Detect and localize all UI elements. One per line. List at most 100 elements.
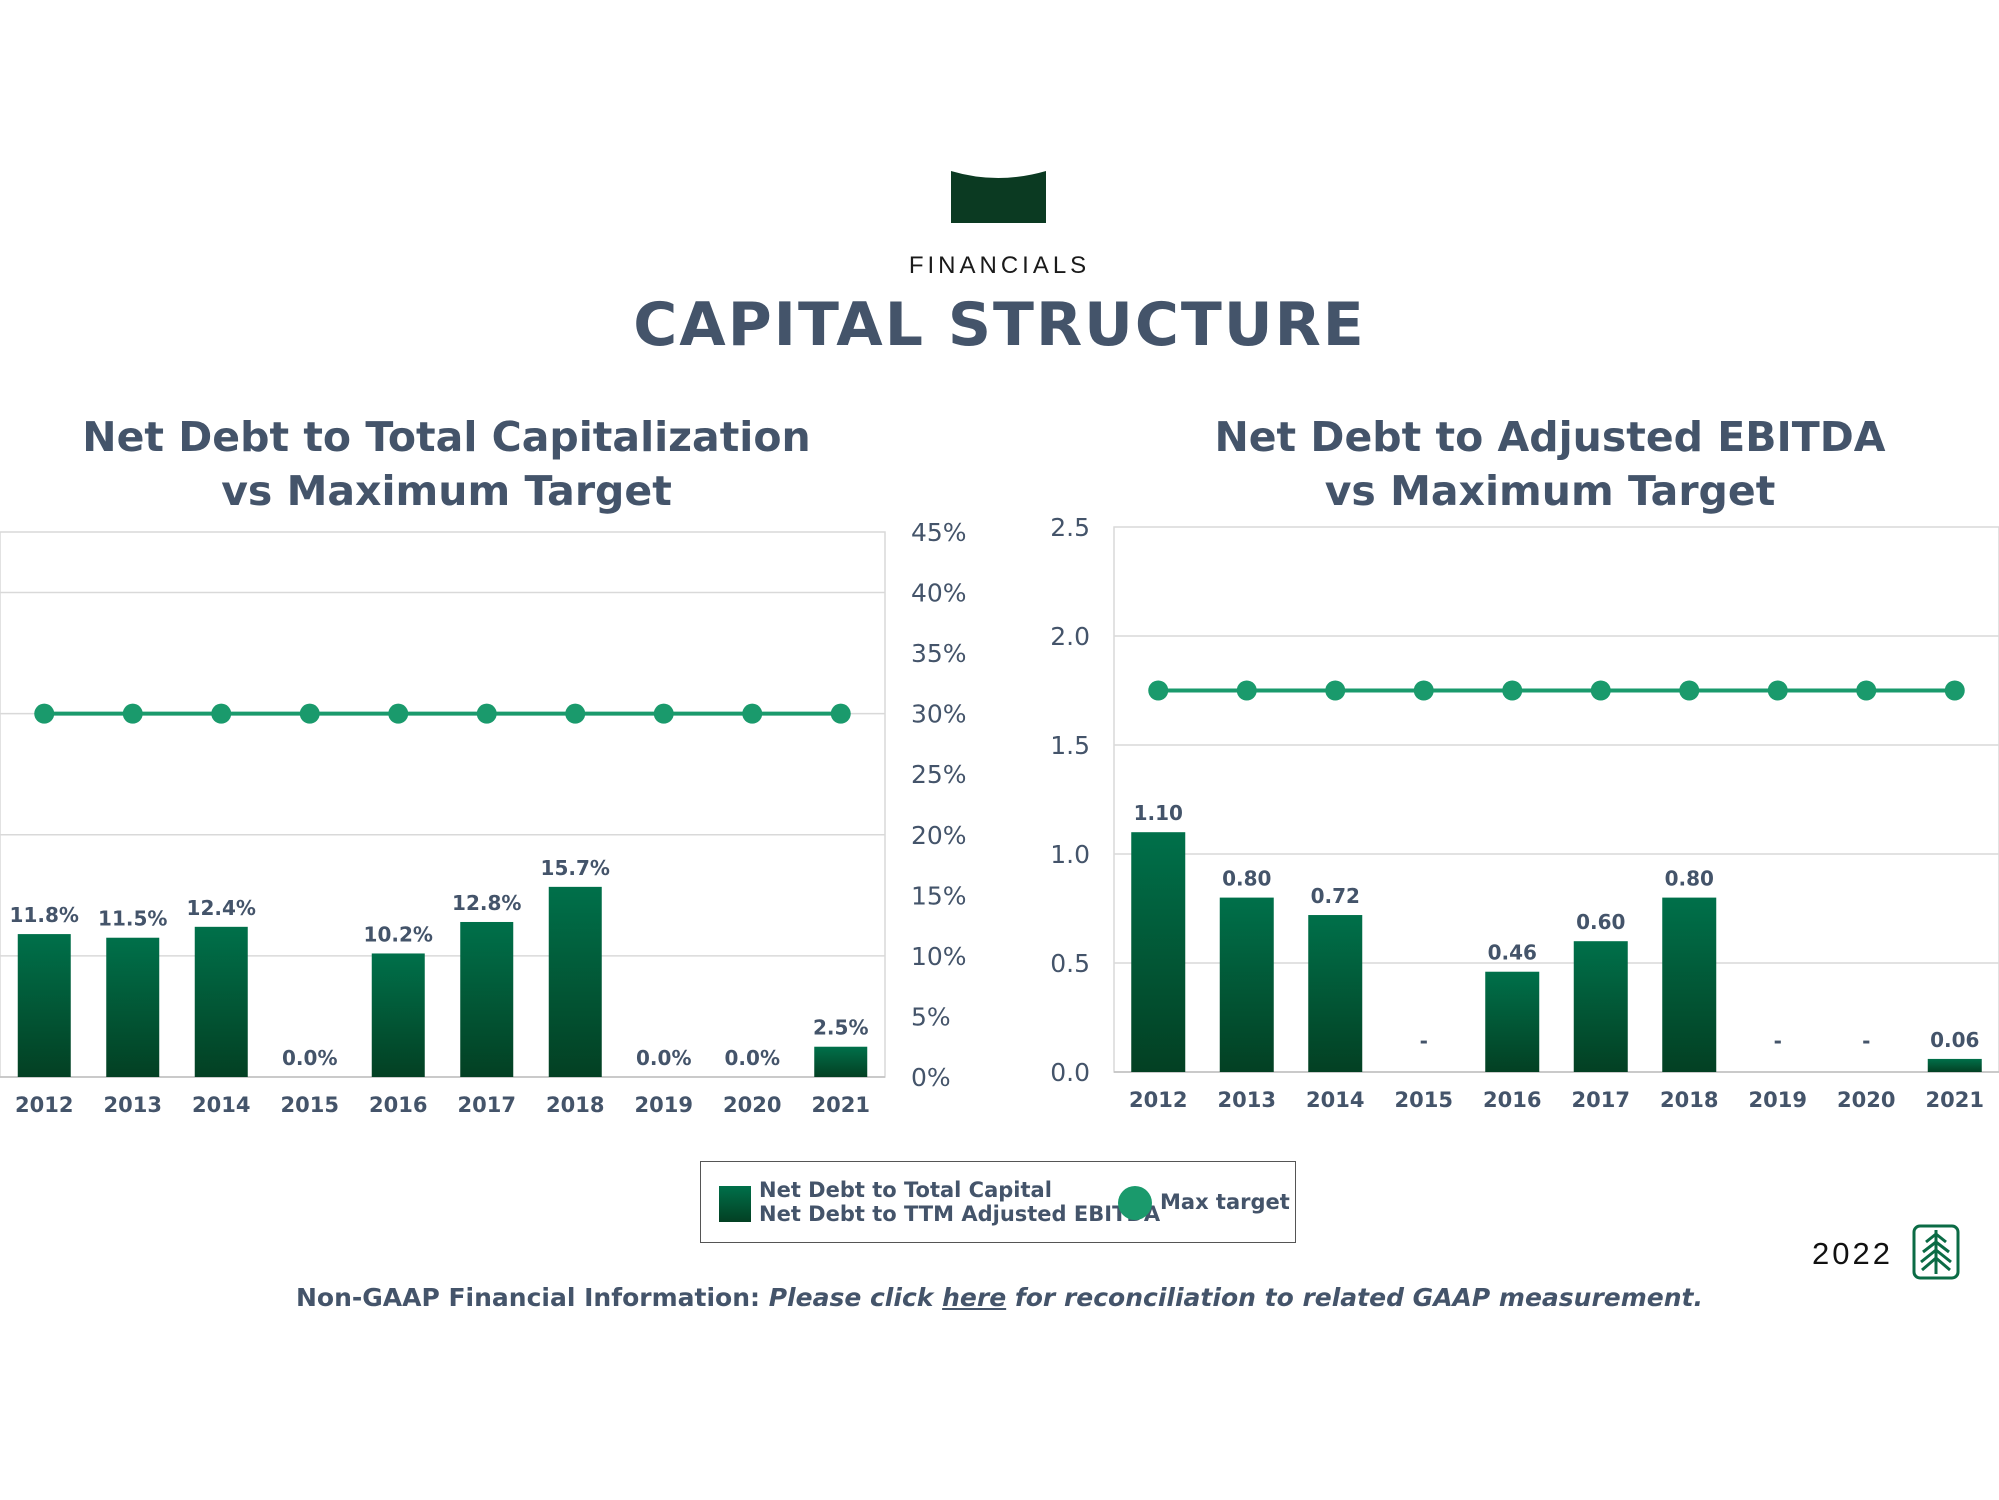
right-data-label-2020: - [1862,1029,1870,1053]
right-x-tick-label-2016: 2016 [1483,1088,1541,1112]
left-target-marker-2013 [122,703,143,724]
right-bar-2021 [1927,1058,1982,1072]
right-x-tick-label-2020: 2020 [1837,1088,1895,1112]
right-x-tick-label-2021: 2021 [1926,1088,1984,1112]
left-x-tick-label-2014: 2014 [192,1093,250,1117]
left-y-tick-label: 5% [911,1002,951,1031]
left-bar-2016 [371,953,425,1077]
right-chart-title: Net Debt to Adjusted EBITDA vs Maximum T… [1100,410,1999,518]
left-x-tick-label-2018: 2018 [546,1093,604,1117]
brand-banner-icon [951,171,1046,223]
right-bar-2017 [1573,941,1628,1072]
right-bar-2013 [1219,897,1274,1072]
legend-bar-label-1: Net Debt to Total Capital [759,1178,1052,1202]
left-bar-2021 [814,1046,868,1077]
left-data-label-2020: 0.0% [725,1046,780,1070]
left-x-tick-label-2021: 2021 [812,1093,870,1117]
legend-bar-swatch [719,1186,751,1222]
left-x-tick-label-2019: 2019 [635,1093,693,1117]
note-italic-2: for reconciliation to related GAAP measu… [1006,1283,1704,1312]
right-data-label-2015: - [1420,1029,1428,1053]
left-bar-2017 [460,921,514,1077]
left-target-marker-2015 [299,703,320,724]
legend-bar-label-2: Net Debt to TTM Adjusted EBITDA [759,1202,1161,1226]
right-target-marker-2019 [1767,680,1788,701]
left-target-marker-2012 [34,703,55,724]
legend-target-marker [1118,1186,1152,1220]
right-target-marker-2015 [1413,680,1434,701]
left-bar-2018 [548,886,602,1077]
left-data-label-2015: 0.0% [282,1046,337,1070]
left-x-tick-label-2016: 2016 [369,1093,427,1117]
right-target-marker-2017 [1590,680,1611,701]
footer-year: 2022 [1812,1236,1893,1271]
right-data-label-2019: - [1774,1029,1782,1053]
right-target-marker-2014 [1325,680,1346,701]
right-bar-2016 [1485,971,1540,1072]
left-data-label-2016: 10.2% [364,922,433,946]
left-target-marker-2017 [476,703,497,724]
left-data-label-2014: 12.4% [187,896,256,920]
right-y-tick-label: 0.0 [1050,1058,1090,1087]
left-data-label-2021: 2.5% [813,1016,868,1040]
right-target-marker-2016 [1502,680,1523,701]
right-data-label-2017: 0.60 [1576,910,1625,934]
right-data-label-2012: 1.10 [1134,801,1183,825]
left-data-label-2019: 0.0% [636,1046,691,1070]
right-y-tick-label: 1.5 [1050,731,1090,760]
left-x-tick-label-2015: 2015 [281,1093,339,1117]
left-chart-title-line2: vs Maximum Target [221,467,672,515]
left-x-tick-label-2012: 2012 [15,1093,73,1117]
left-data-label-2018: 15.7% [541,856,610,880]
left-y-tick-label: 35% [911,639,967,668]
right-target-marker-2018 [1679,680,1700,701]
right-x-tick-label-2012: 2012 [1129,1088,1187,1112]
right-target-marker-2020 [1856,680,1877,701]
left-y-tick-label: 25% [911,760,967,789]
left-target-marker-2019 [653,703,674,724]
left-data-label-2013: 11.5% [98,907,167,931]
left-target-marker-2016 [388,703,409,724]
reconciliation-link[interactable]: here [942,1283,1007,1312]
left-target-marker-2014 [211,703,232,724]
right-x-tick-label-2014: 2014 [1306,1088,1364,1112]
right-x-tick-label-2017: 2017 [1572,1088,1630,1112]
right-x-tick-label-2013: 2013 [1218,1088,1276,1112]
left-bar-2012 [17,934,71,1077]
right-y-tick-label: 0.5 [1050,949,1090,978]
right-x-tick-label-2019: 2019 [1749,1088,1807,1112]
left-data-label-2012: 11.8% [10,903,79,927]
left-y-tick-label: 10% [911,942,967,971]
right-data-label-2013: 0.80 [1222,867,1271,891]
right-data-label-2021: 0.06 [1930,1028,1979,1052]
left-y-tick-label: 30% [911,700,967,729]
left-target-marker-2020 [742,703,763,724]
right-target-marker-2013 [1236,680,1257,701]
right-y-tick-label: 2.5 [1050,513,1090,542]
right-data-label-2016: 0.46 [1488,941,1537,965]
right-x-tick-label-2015: 2015 [1395,1088,1453,1112]
right-target-marker-2021 [1944,680,1965,701]
left-y-tick-label: 20% [911,821,967,850]
left-bar-2014 [194,926,248,1077]
note-italic-1: Please click [768,1283,943,1312]
page-title: CAPITAL STRUCTURE [633,290,1366,360]
left-target-marker-2018 [565,703,586,724]
left-y-tick-label: 40% [911,579,967,608]
legend-target-label: Max target [1160,1190,1290,1214]
left-x-tick-label-2013: 2013 [104,1093,162,1117]
right-x-tick-label-2018: 2018 [1660,1088,1718,1112]
right-y-tick-label: 1.0 [1050,840,1090,869]
non-gaap-note: Non-GAAP Financial Information: Please c… [0,1283,1999,1312]
section-label: FINANCIALS [908,252,1091,279]
left-bar-2013 [106,937,160,1077]
right-bar-2018 [1662,897,1717,1072]
chart-legend: Net Debt to Total Capital Net Debt to TT… [700,1161,1296,1243]
left-chart-title: Net Debt to Total Capitalization vs Maxi… [0,410,893,518]
left-chart-title-line1: Net Debt to Total Capitalization [82,413,811,461]
right-chart-title-line2: vs Maximum Target [1324,467,1776,515]
tree-logo-icon [1912,1224,1960,1280]
left-y-tick-label: 45% [911,518,967,547]
left-y-tick-label: 0% [911,1063,951,1092]
